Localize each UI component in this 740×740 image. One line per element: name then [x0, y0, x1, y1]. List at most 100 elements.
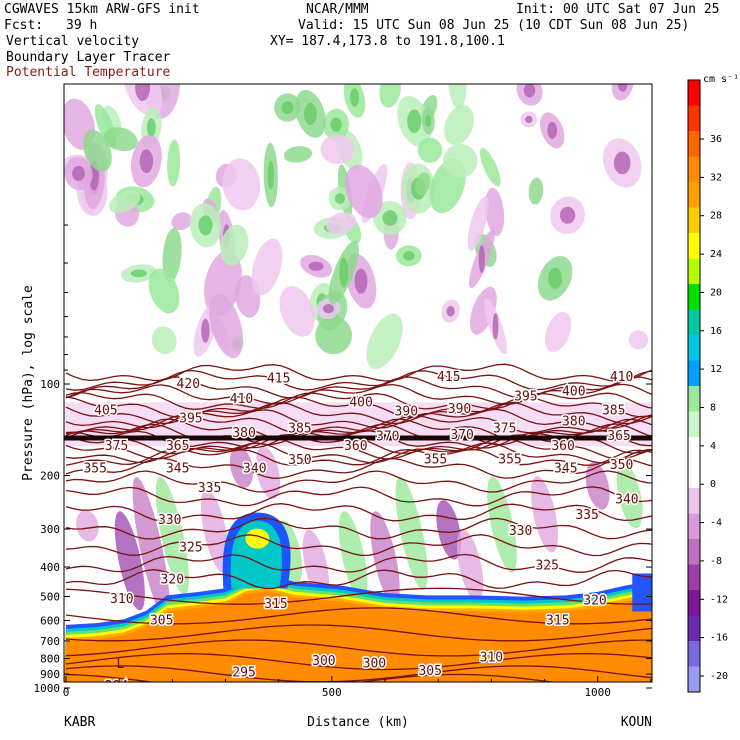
theta-label: 390	[448, 402, 471, 417]
velocity-cell	[448, 84, 467, 109]
colorbar-cell	[688, 539, 700, 565]
forecast-label: Fcst:	[4, 18, 44, 33]
velocity-cell	[279, 285, 315, 337]
velocity-core	[425, 115, 432, 128]
velocity-core	[492, 312, 499, 340]
theta-contour-labels: 420 415 415 410 405 410 400 395 400 395 390 390 385 3…	[82, 369, 640, 682]
theta-label: 325	[179, 541, 202, 556]
theta-label: 330	[158, 513, 181, 528]
theta-contour	[65, 624, 652, 642]
tropopause-line	[64, 435, 652, 441]
colorbar-tick-label: 16	[710, 326, 722, 337]
velocity-core	[613, 151, 631, 175]
velocity-cell	[151, 326, 177, 355]
theta-contour	[65, 652, 652, 671]
theta-label: 415	[267, 372, 290, 387]
velocity-cell	[415, 172, 431, 196]
tracer-edge-patch	[632, 573, 652, 612]
velocity-core	[617, 84, 628, 92]
tropopause-bar	[64, 435, 652, 441]
theta-label: 415	[437, 370, 460, 385]
left-endpoint-label: KABR	[64, 715, 95, 730]
velocity-cell	[167, 139, 181, 187]
field-potential-temperature: Potential Temperature	[6, 65, 171, 80]
velocity-cell	[443, 143, 478, 178]
velocity-cell	[171, 212, 192, 231]
colorbar-cell	[688, 309, 700, 336]
theta-label: 405	[94, 403, 117, 418]
y-tick-label: 800	[40, 653, 60, 666]
velocity-streak	[255, 446, 281, 500]
velocity-cell	[417, 137, 443, 163]
colorbar-cell	[688, 641, 700, 667]
theta-label: 315	[546, 614, 569, 629]
velocity-cell	[320, 134, 355, 164]
colorbar-tick-label: -8	[710, 556, 722, 567]
theta-contour	[65, 665, 652, 682]
velocity-cell	[528, 177, 544, 205]
theta-label: 370	[376, 430, 399, 445]
low-marker: L	[117, 657, 125, 672]
theta-label: 355	[498, 452, 521, 467]
theta-label: 395	[514, 390, 537, 405]
colorbar-cell	[688, 80, 700, 106]
colorbar-cell	[688, 488, 700, 514]
y-tick-label: 1000	[34, 682, 61, 695]
theta-label: 365	[166, 439, 189, 454]
colorbar-cell	[688, 182, 700, 208]
theta-label: 380	[232, 426, 255, 441]
theta-label: 365	[607, 429, 630, 444]
y-axis-label: Pressure (hPa), log scale	[21, 285, 36, 481]
colorbar-unit: cm s⁻¹	[703, 74, 739, 85]
colorbar-cell	[688, 258, 700, 285]
velocity-cell	[103, 127, 138, 152]
velocity-streak	[132, 477, 170, 619]
x-tick-label: 1000	[584, 686, 611, 699]
theta-label: 345	[166, 462, 189, 477]
colorbar-cell	[688, 564, 700, 591]
velocity-core	[548, 267, 563, 289]
colorbar-tick-label: 20	[710, 287, 722, 298]
velocity-core	[446, 305, 455, 317]
theta-contour	[65, 569, 652, 590]
theta-label: 355	[424, 452, 447, 467]
theta-contour	[65, 503, 652, 522]
y-tick-label: 300	[40, 523, 60, 536]
theta-contour	[65, 486, 652, 507]
theta-contour	[65, 391, 652, 410]
vertical-velocity-shading	[64, 84, 652, 619]
theta-label: 410	[230, 392, 253, 407]
velocity-core	[525, 115, 533, 124]
velocity-core	[139, 149, 154, 174]
velocity-core	[403, 251, 415, 261]
theta-label: 330	[509, 524, 532, 539]
velocity-core	[130, 269, 147, 278]
velocity-cell	[544, 311, 572, 353]
field-boundary-layer-tracer: Boundary Layer Tracer	[6, 50, 171, 65]
velocity-core	[350, 88, 359, 107]
velocity-streak	[114, 511, 145, 611]
velocity-core	[382, 210, 398, 226]
velocity-cell	[479, 147, 501, 187]
velocity-streak	[531, 476, 558, 553]
velocity-cell	[209, 293, 243, 359]
theta-label: 320	[161, 573, 184, 588]
velocity-streak	[616, 462, 643, 529]
theta-label: 375	[105, 439, 128, 454]
colorbar-cell	[688, 615, 700, 642]
colorbar-cell	[688, 462, 700, 489]
velocity-core	[334, 193, 345, 204]
velocity-core	[135, 84, 150, 102]
colorbar-tick-label: 24	[710, 249, 722, 260]
potential-temperature-contours	[65, 363, 652, 682]
theta-label: 300	[312, 654, 335, 669]
colorbar-cell	[688, 335, 700, 361]
velocity-core	[354, 268, 368, 294]
velocity-cell	[628, 330, 649, 350]
theta-label: 300	[363, 656, 386, 671]
y-tick-label: 900	[40, 668, 60, 681]
center-label: NCAR/MMM	[306, 2, 369, 17]
colorbar-cell	[688, 437, 700, 463]
velocity-cell	[251, 238, 283, 296]
